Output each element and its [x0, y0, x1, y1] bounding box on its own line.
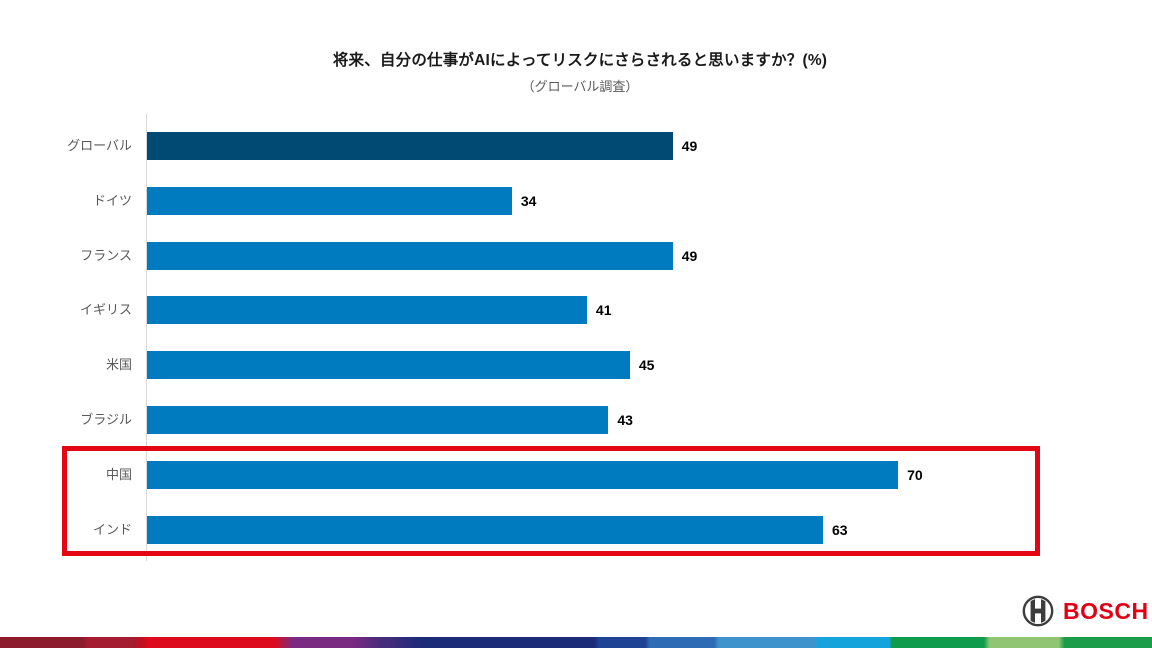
- bar: [147, 241, 673, 270]
- value-label: 49: [681, 138, 698, 154]
- bar-row: フランス 49: [0, 241, 1152, 270]
- value-label: 34: [520, 192, 537, 209]
- category-label: 米国: [105, 357, 132, 373]
- bosch-armature-icon: [1022, 595, 1054, 627]
- bar: [147, 186, 512, 215]
- value-label: 63: [831, 521, 848, 538]
- bar: [147, 406, 609, 434]
- bar-row: 米国 45: [0, 351, 1152, 380]
- value-label: 41: [595, 302, 612, 319]
- bosch-logo-text: BOSCH: [1063, 597, 1149, 624]
- bar-row: グローバル 49: [0, 132, 1152, 160]
- category-label: グローバル: [67, 138, 132, 153]
- bar-row: ドイツ 34: [0, 186, 1152, 215]
- bar: [147, 296, 587, 325]
- value-label: 45: [638, 357, 655, 374]
- bar-row: インド 63: [0, 515, 1152, 544]
- y-axis-line: [146, 114, 147, 561]
- bar: [147, 515, 823, 544]
- bar: [147, 351, 630, 380]
- bar: [147, 460, 899, 489]
- category-label: ブラジル: [80, 412, 132, 427]
- category-label: ドイツ: [92, 192, 132, 208]
- value-label: 43: [617, 412, 633, 428]
- category-label: フランス: [80, 247, 132, 263]
- bar: [147, 132, 673, 160]
- value-label: 49: [681, 247, 698, 264]
- category-label: インド: [92, 521, 132, 537]
- category-label: 中国: [105, 466, 132, 482]
- bar-row: イギリス 41: [0, 296, 1152, 325]
- chart-title: 将来、自分の仕事がAIによってリスクにさらされると思いますか？(%): [332, 52, 828, 69]
- bar-row: 中国 70: [0, 460, 1152, 489]
- value-label: 70: [907, 466, 923, 483]
- bosch-logo: BOSCH: [1022, 594, 1149, 628]
- category-label: イギリス: [79, 302, 132, 318]
- bosch-supergraphic-stripe: [0, 637, 1152, 648]
- highlight-box: [62, 446, 1040, 556]
- chart-subtitle: （グローバル調査）: [521, 79, 639, 94]
- bar-row: ブラジル 43: [0, 406, 1152, 434]
